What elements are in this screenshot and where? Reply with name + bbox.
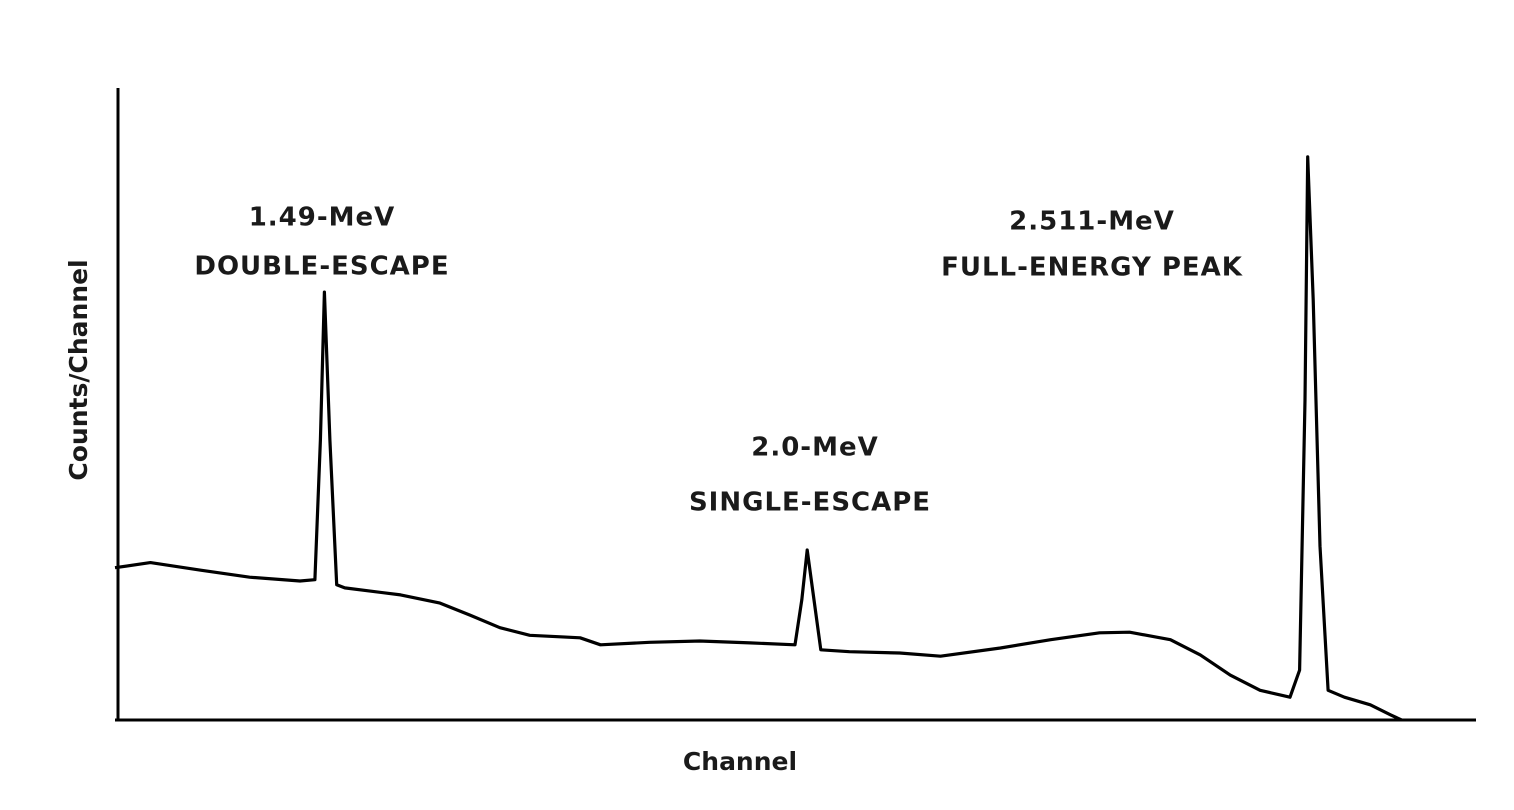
annotation: 2.511-MeV [1009,207,1175,237]
annotation: SINGLE-ESCAPE [689,488,931,518]
annotation: 2.0-MeV [751,433,878,463]
annotation: DOUBLE-ESCAPE [194,252,449,282]
annotation: 1.49-MeV [249,203,396,233]
annotation: FULL-ENERGY PEAK [941,253,1243,283]
y-axis-label: Counts/Channel [64,259,93,480]
x-axis-label: Channel [683,747,797,776]
spectrum-line [114,155,1403,722]
